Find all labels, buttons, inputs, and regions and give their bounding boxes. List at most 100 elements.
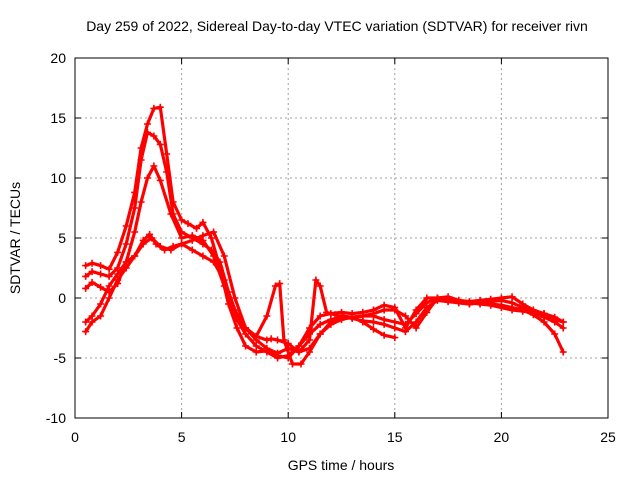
data-point-marker: [82, 272, 90, 280]
data-point-marker: [391, 318, 399, 326]
data-point-marker: [97, 262, 105, 270]
data-point-marker: [137, 156, 145, 164]
data-point-marker: [274, 349, 282, 357]
data-point-marker: [327, 318, 335, 326]
data-point-marker: [551, 330, 559, 338]
data-point-marker: [88, 268, 96, 276]
data-point-marker: [105, 282, 113, 290]
data-point-marker: [551, 313, 559, 321]
data-point-marker: [359, 318, 367, 326]
data-point-marker: [163, 150, 171, 158]
data-point-marker: [143, 174, 151, 182]
data-point-marker: [252, 332, 260, 340]
y-tick-label: 10: [50, 170, 66, 186]
data-point-marker: [312, 276, 320, 284]
data-point-marker: [295, 348, 303, 356]
y-tick-label: 0: [58, 290, 66, 306]
data-point-marker: [210, 258, 218, 266]
data-point-marker: [139, 240, 147, 248]
data-point-marker: [380, 320, 388, 328]
data-point-marker: [242, 342, 250, 350]
data-point-marker: [163, 168, 171, 176]
data-point-marker: [199, 218, 207, 226]
data-point-marker: [207, 234, 215, 242]
data-point-marker: [131, 228, 139, 236]
data-point-marker: [88, 318, 96, 326]
data-point-marker: [423, 308, 431, 316]
data-point-marker: [105, 272, 113, 280]
data-point-marker: [188, 236, 196, 244]
data-point-marker: [199, 252, 207, 260]
data-point-marker: [267, 335, 275, 343]
data-point-marker: [184, 220, 192, 228]
data-point-marker: [122, 240, 130, 248]
data-point-marker: [114, 270, 122, 278]
data-point-marker: [276, 280, 284, 288]
y-tick-label: 5: [58, 230, 66, 246]
x-tick-label: 20: [494, 429, 510, 445]
data-point-marker: [97, 300, 105, 308]
data-point-marker: [497, 304, 505, 312]
data-point-marker: [210, 252, 218, 260]
data-point-marker: [444, 293, 452, 301]
data-point-marker: [252, 342, 260, 350]
data-point-marker: [88, 278, 96, 286]
data-point-marker: [263, 344, 271, 352]
data-point-marker: [122, 222, 130, 230]
data-point-marker: [242, 330, 250, 338]
data-point-marker: [391, 324, 399, 332]
y-tick-label: -5: [54, 350, 67, 366]
data-point-marker: [316, 282, 324, 290]
x-tick-label: 25: [600, 429, 616, 445]
data-point-marker: [508, 293, 516, 301]
y-tick-label: 15: [50, 110, 66, 126]
data-point-marker: [97, 283, 105, 291]
data-point-marker: [401, 312, 409, 320]
data-point-marker: [274, 336, 282, 344]
data-point-marker: [150, 132, 158, 140]
data-point-marker: [146, 230, 154, 238]
data-point-marker: [242, 324, 250, 332]
data-point-marker: [529, 308, 537, 316]
data-point-marker: [369, 325, 377, 333]
data-point-marker: [148, 234, 156, 242]
data-point-marker: [401, 328, 409, 336]
data-point-marker: [210, 228, 218, 236]
data-point-marker: [401, 320, 409, 328]
data-point-marker: [476, 300, 484, 308]
data-point-marker: [284, 340, 292, 348]
y-tick-label: 20: [50, 50, 66, 66]
data-point-marker: [316, 312, 324, 320]
grid-layer: [75, 58, 608, 418]
data-point-marker: [380, 306, 388, 314]
data-point-marker: [131, 204, 139, 212]
data-point-marker: [348, 313, 356, 321]
data-point-marker: [156, 242, 164, 250]
data-point-marker: [369, 318, 377, 326]
data-point-marker: [220, 276, 228, 284]
data-point-marker: [288, 360, 296, 368]
data-point-marker: [150, 104, 158, 112]
data-point-marker: [216, 258, 224, 266]
data-point-marker: [295, 342, 303, 350]
data-point-marker: [271, 282, 279, 290]
data-point-marker: [143, 120, 151, 128]
data-point-marker: [316, 320, 324, 328]
data-point-marker: [178, 216, 186, 224]
data-point-marker: [199, 232, 207, 240]
data-point-marker: [193, 224, 201, 232]
data-point-marker: [156, 176, 164, 184]
data-point-marker: [306, 336, 314, 344]
data-point-marker: [220, 252, 228, 260]
data-point-marker: [331, 311, 339, 319]
data-point-marker: [412, 310, 420, 318]
tick-layer: 0 5 10 15 20 25 -10 -5 0 5 10 15 20: [46, 50, 616, 445]
data-point-marker: [150, 162, 158, 170]
x-tick-label: 15: [387, 429, 403, 445]
data-point-marker: [487, 301, 495, 309]
data-point-marker: [540, 318, 548, 326]
data-point-marker: [88, 259, 96, 267]
data-point-marker: [82, 328, 90, 336]
data-point-marker: [391, 334, 399, 342]
